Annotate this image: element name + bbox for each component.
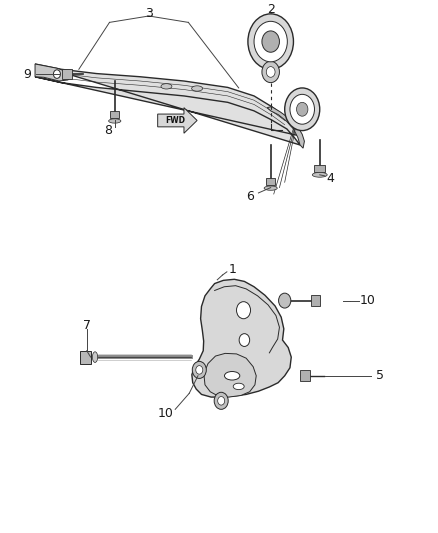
Text: 10: 10	[360, 294, 376, 307]
Polygon shape	[267, 107, 304, 148]
Text: 6: 6	[247, 190, 254, 203]
Text: 3: 3	[145, 7, 153, 20]
Bar	[311, 295, 320, 306]
Circle shape	[237, 302, 251, 319]
Circle shape	[254, 21, 287, 62]
Circle shape	[290, 94, 314, 124]
Bar	[266, 178, 275, 185]
Ellipse shape	[109, 119, 121, 123]
Text: FWD: FWD	[166, 116, 186, 125]
Polygon shape	[35, 64, 72, 81]
Ellipse shape	[92, 352, 98, 362]
Circle shape	[53, 70, 60, 78]
Text: 10: 10	[158, 407, 173, 419]
Circle shape	[192, 361, 206, 378]
Text: 4: 4	[327, 172, 335, 185]
Circle shape	[279, 293, 291, 308]
Circle shape	[196, 366, 203, 374]
Ellipse shape	[264, 186, 277, 190]
Circle shape	[248, 14, 293, 69]
Polygon shape	[158, 108, 197, 133]
Ellipse shape	[233, 383, 244, 390]
Text: 9: 9	[23, 68, 31, 80]
Text: 2: 2	[267, 3, 275, 16]
Circle shape	[285, 88, 320, 131]
Circle shape	[297, 102, 308, 116]
Ellipse shape	[161, 84, 172, 89]
Circle shape	[239, 334, 250, 346]
Polygon shape	[35, 64, 300, 145]
Ellipse shape	[225, 372, 240, 380]
Text: 7: 7	[83, 319, 91, 332]
Circle shape	[262, 61, 279, 83]
Circle shape	[262, 31, 279, 52]
Text: 8: 8	[105, 124, 113, 136]
Polygon shape	[192, 279, 291, 397]
Circle shape	[214, 392, 228, 409]
Text: 5: 5	[376, 369, 384, 382]
Bar	[62, 69, 72, 79]
Bar	[110, 111, 119, 118]
Text: 1: 1	[228, 263, 236, 276]
Bar	[314, 165, 325, 172]
Ellipse shape	[312, 172, 327, 177]
Circle shape	[218, 397, 225, 405]
Polygon shape	[204, 353, 256, 397]
Ellipse shape	[192, 86, 202, 91]
Bar	[300, 370, 310, 381]
Circle shape	[266, 67, 275, 77]
Bar	[80, 351, 91, 364]
